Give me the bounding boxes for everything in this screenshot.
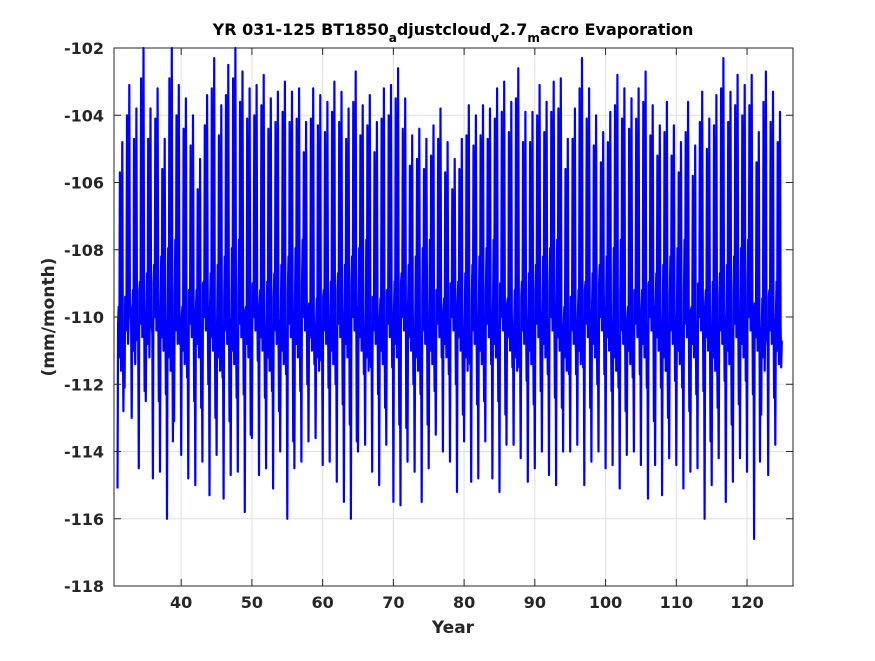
- y-axis: -118 -116 -114 -112 -110 -108 -106 -104 -102: [64, 39, 793, 596]
- title-part: v: [491, 31, 499, 45]
- x-tick-label: 100: [589, 593, 622, 612]
- x-tick-label: 40: [170, 593, 192, 612]
- chart-title: YR 031-125 BT1850adjustcloudv2.7macro Ev…: [212, 20, 694, 45]
- y-axis-label: (mm/month): [39, 258, 59, 377]
- y-tick-label: -102: [64, 39, 104, 58]
- title-part: YR 031-125 BT1850: [212, 20, 389, 39]
- y-tick-label: -106: [64, 174, 104, 193]
- x-tick-label: 70: [382, 593, 404, 612]
- y-tick-label: -118: [64, 577, 104, 596]
- x-tick-label: 120: [730, 593, 763, 612]
- x-tick-label: 110: [660, 593, 693, 612]
- title-part: 2.7: [499, 20, 527, 39]
- x-tick-label: 50: [241, 593, 263, 612]
- series-line: [116, 46, 783, 541]
- y-tick-label: -104: [64, 106, 104, 125]
- x-axis-label: Year: [431, 618, 475, 638]
- y-tick-label: -110: [64, 308, 104, 327]
- x-tick-label: 80: [453, 593, 475, 612]
- y-tick-label: -112: [64, 375, 104, 394]
- y-tick-label: -108: [64, 241, 104, 260]
- x-tick-label: 90: [524, 593, 546, 612]
- y-tick-label: -114: [64, 443, 104, 462]
- title-part: a: [389, 31, 397, 45]
- title-part: m: [527, 31, 540, 45]
- y-tick-label: -116: [64, 510, 104, 529]
- series-layer: [116, 46, 783, 541]
- title-part: acro Evaporation: [540, 20, 694, 39]
- title-part: djustcloud: [397, 20, 491, 39]
- x-axis: 40 50 60 70 80 90 100 110 120: [170, 48, 764, 612]
- x-tick-label: 60: [312, 593, 334, 612]
